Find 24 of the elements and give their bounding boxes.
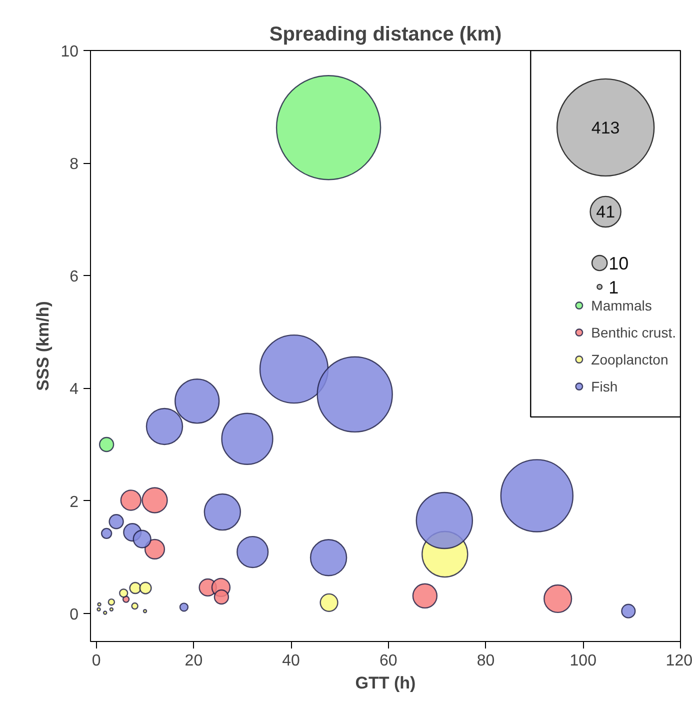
y-tick-label: 2	[70, 494, 79, 511]
y-tick-label: 6	[70, 268, 79, 286]
legend-label: Mammals	[591, 296, 652, 314]
y-tick-label: 8	[70, 156, 79, 174]
x-tick-label: 80	[476, 652, 495, 670]
legend-label: 1	[608, 277, 619, 298]
legend-label: Fish	[591, 377, 618, 395]
x-tick-label: 20	[184, 652, 203, 670]
chart-title: Spreading distance (km)	[269, 24, 502, 46]
x-axis-title: GTT (h)	[355, 674, 416, 692]
y-axis-title: SSS (km/h)	[34, 301, 53, 391]
legend-label: 41	[596, 202, 616, 222]
legend-label: Benthic crust.	[591, 323, 676, 341]
y-tick-label: 0	[70, 606, 79, 624]
y-tick-label: 10	[60, 44, 79, 60]
x-tick-label: 60	[380, 652, 398, 670]
y-tick-label: 4	[70, 381, 79, 398]
legend-label: Zooplancton	[591, 350, 668, 368]
x-tick-label: 100	[570, 652, 597, 670]
x-tick-label: 0	[92, 652, 101, 670]
x-tick-label: 40	[282, 652, 300, 670]
legend-label: 413	[591, 118, 620, 138]
legend-label: 10	[608, 254, 629, 274]
x-tick-label: 120	[666, 652, 692, 670]
